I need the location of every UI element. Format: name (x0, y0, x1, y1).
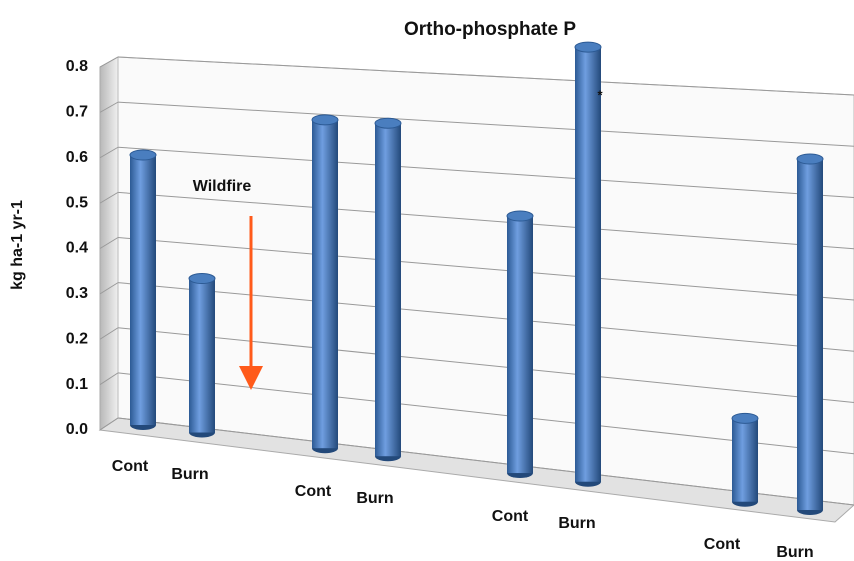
side-grid-line (99, 327, 119, 340)
bar (506, 210, 534, 479)
bar-part (732, 418, 758, 502)
grid-line (117, 101, 854, 147)
bar-part (575, 47, 601, 482)
x-tick-label: Cont (492, 508, 529, 525)
grid-line (117, 191, 854, 250)
y-tick-label: 0.6 (66, 149, 88, 166)
chart-title: Ortho-phosphate P (404, 19, 576, 40)
grid-line (117, 237, 854, 301)
bar-part (574, 41, 602, 53)
y-tick-label: 0.7 (66, 104, 88, 121)
side-grid-line (99, 417, 119, 431)
side-grid-line (99, 101, 119, 113)
side-grid-line (99, 282, 119, 295)
y-tick-label: 0.2 (66, 330, 88, 347)
bar (796, 153, 824, 515)
bar-part (189, 278, 215, 433)
y-axis-label: kg ha-1 yr-1 (9, 200, 26, 290)
bar (311, 114, 339, 454)
grid-line (117, 327, 854, 403)
x-tick-label: Cont (295, 483, 332, 500)
bar (731, 412, 759, 507)
bar-part (130, 155, 156, 425)
annotation: * (597, 87, 603, 102)
grid-line (117, 282, 854, 352)
x-tick-label: Cont (112, 458, 149, 475)
bar-part (797, 159, 823, 510)
bar-part (506, 210, 534, 222)
bar-part (311, 114, 339, 126)
bar-part (796, 153, 824, 165)
y-tick-label: 0.8 (66, 58, 88, 75)
x-tick-label: Burn (776, 544, 813, 561)
bar-part (374, 117, 402, 129)
grid-line (117, 417, 854, 506)
bar (188, 273, 216, 438)
y-tick-label: 0.5 (66, 194, 88, 211)
bar (374, 117, 402, 462)
bar-part (507, 216, 533, 474)
grid-line (117, 56, 854, 96)
x-tick-label: Cont (704, 536, 741, 553)
side-grid-line (99, 146, 119, 159)
annotation: Wildfire (193, 178, 252, 195)
bar (574, 41, 602, 487)
y-tick-label: 0.4 (66, 240, 88, 257)
side-grid-line (99, 372, 119, 386)
y-tick-label: 0.0 (66, 421, 88, 438)
y-tick-label: 0.3 (66, 285, 88, 302)
x-tick-label: Burn (171, 466, 208, 483)
x-tick-label: Burn (356, 490, 393, 507)
y-tick-label: 0.1 (66, 376, 88, 393)
grid-line (117, 146, 854, 198)
bar-part (188, 273, 216, 285)
side-grid-line (99, 237, 119, 249)
x-tick-label: Burn (558, 515, 595, 532)
bar-part (129, 149, 157, 161)
bar-part (731, 412, 759, 424)
side-grid-line (99, 191, 119, 204)
side-grid-line (99, 56, 119, 68)
bar (129, 149, 157, 430)
bar-part (312, 119, 338, 449)
bar-part (375, 123, 401, 457)
